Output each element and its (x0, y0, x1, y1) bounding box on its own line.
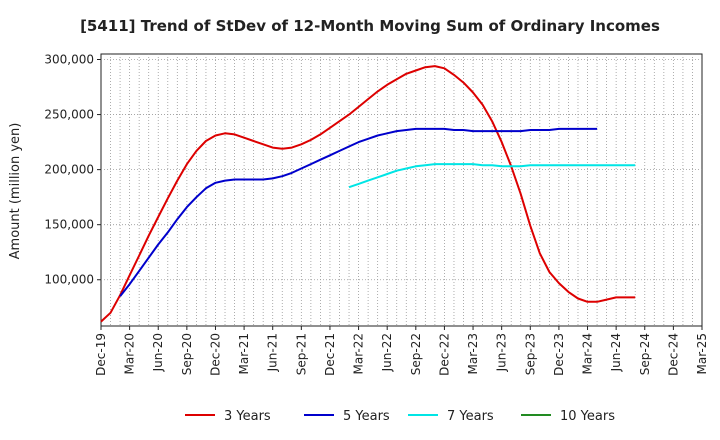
x-tick-label: Dec-23 (552, 333, 566, 376)
x-tick-label: Jun-23 (495, 333, 509, 372)
x-tick-label: Dec-20 (208, 333, 222, 376)
x-axis: Dec-19 Mar-20 Jun-20 Sep-20 Dec-20 Mar-21 Jun-… (94, 326, 709, 376)
x-tick-label: Mar-22 (352, 333, 366, 374)
y-axis-label: Amount (million yen) (8, 123, 23, 260)
x-tick-label: Mar-24 (581, 333, 595, 374)
series-line-7-years (348, 163, 636, 189)
x-tick-label: Sep-21 (294, 333, 308, 375)
legend-label: 3 Years (224, 409, 271, 424)
y-tick-label: 150,000 (44, 218, 94, 232)
x-tick-label: Jun-21 (266, 333, 280, 372)
legend-label: 5 Years (343, 409, 390, 424)
y-axis: 100,000 150,000 200,000 250,000 300,000 (44, 53, 101, 287)
chart-title: [5411] Trend of StDev of 12-Month Moving… (80, 17, 660, 35)
y-tick-label: 100,000 (44, 273, 94, 287)
x-tick-label: Sep-24 (638, 333, 652, 375)
x-tick-label: Dec-21 (323, 333, 337, 376)
x-tick-label: Dec-24 (666, 333, 680, 376)
x-tick-label: Dec-22 (437, 333, 451, 376)
y-tick-label: 200,000 (44, 163, 94, 177)
x-tick-label: Mar-20 (123, 333, 137, 374)
x-tick-label: Dec-19 (94, 333, 108, 376)
series-group (100, 65, 636, 323)
y-tick-label: 300,000 (44, 53, 94, 67)
series-line-5-years (119, 127, 598, 297)
x-tick-label: Jun-24 (609, 333, 623, 372)
x-tick-label: Sep-23 (523, 333, 537, 375)
x-tick-label: Mar-23 (466, 333, 480, 374)
x-tick-label: Mar-25 (695, 333, 709, 374)
plot-area (100, 53, 703, 327)
legend-label: 7 Years (447, 409, 494, 424)
series-line-3-years (100, 65, 636, 323)
y-tick-label: 250,000 (44, 108, 94, 122)
legend-label: 10 Years (560, 409, 615, 424)
x-tick-label: Jun-22 (380, 333, 394, 372)
grid (101, 54, 702, 326)
x-tick-label: Jun-20 (151, 333, 165, 372)
x-tick-label: Mar-21 (237, 333, 251, 374)
x-tick-label: Sep-20 (180, 333, 194, 375)
x-tick-label: Sep-22 (409, 333, 423, 375)
legend: 3 Years 5 Years 7 Years 10 Years (185, 409, 615, 424)
